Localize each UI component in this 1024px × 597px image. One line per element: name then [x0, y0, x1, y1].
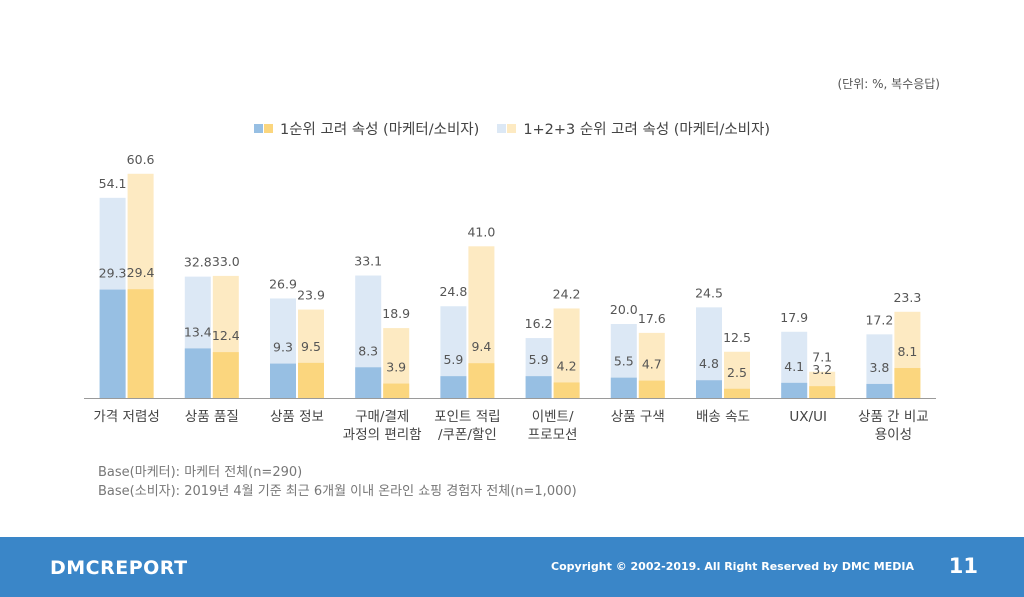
category-label: 상품 구색 — [611, 409, 665, 425]
legend-label-second: 1+2+3 순위 고려 속성 (마케터/소비자) — [523, 122, 771, 138]
data-label-marketer-total: 17.9 — [780, 310, 808, 325]
bar-chart: 54.160.6 29.3 29.4 가격 저렴성 32.8 33.0 13.4 12.4 상품… — [84, 152, 936, 443]
data-label-marketer-total: 20.0 — [610, 302, 638, 317]
bar-marketer-first — [781, 382, 808, 398]
bar-marketer-first — [270, 363, 296, 398]
bar-marketer-first — [99, 289, 126, 398]
legend-item-second: 1+2+3 순위 고려 속성 (마케터/소비자) — [497, 118, 770, 139]
legend-swatch-second — [497, 121, 517, 137]
legend: 1순위 고려 속성 (마케터/소비자) 1+2+3 순위 고려 속성 (마케터/… — [0, 118, 1024, 139]
data-label-marketer-first: 3.8 — [869, 360, 889, 375]
bar-marketer-first — [184, 348, 211, 398]
unit-note: (단위: %, 복수응답) — [837, 77, 941, 91]
data-label-consumer-total: 23.9 — [297, 288, 325, 303]
data-label-marketer-total: 33.1 — [354, 254, 382, 269]
category-label: 용이성 — [875, 427, 912, 443]
data-label-marketer-total: 16.2 — [525, 316, 553, 331]
data-label-consumer-total: 41.0 — [467, 224, 495, 239]
data-label-consumer-first: 9.5 — [301, 339, 321, 354]
category-label: 과정의 편리함 — [343, 427, 422, 443]
category-label: 가격 저렴성 — [93, 409, 159, 425]
bar-consumer-first — [383, 383, 410, 398]
bar-consumer-first — [553, 382, 580, 398]
category-label: 이벤트/ — [532, 409, 574, 425]
bar-consumer-first — [468, 363, 495, 398]
category-label: 상품 간 비교 — [858, 409, 929, 425]
data-label-marketer-total: 54.1 — [99, 176, 127, 191]
category-label: /쿠폰/할인 — [438, 427, 497, 443]
base-note-marketer: Base(마케터): 마케터 전체(n=290) — [98, 465, 303, 480]
bar-consumer-first — [298, 362, 324, 398]
data-label-marketer-first: 5.9 — [443, 352, 463, 367]
category-label: UX/UI — [789, 409, 827, 425]
data-label-marketer-first: 5.5 — [614, 354, 634, 369]
bar-consumer-first — [894, 368, 921, 398]
data-label-marketer-total: 26.9 — [269, 276, 297, 291]
bar-marketer-first — [696, 380, 722, 398]
legend-item-first: 1순위 고려 속성 (마케터/소비자) — [253, 118, 480, 139]
data-label-consumer-first: 4.2 — [557, 358, 577, 373]
category-label: 상품 정보 — [270, 409, 324, 425]
data-label-marketer-first: 4.1 — [784, 359, 804, 374]
data-label-consumer-total: 7.1 — [812, 350, 832, 365]
category-label: 구매/결제 — [355, 409, 409, 425]
bar-marketer-first — [440, 376, 467, 398]
bar-marketer-first — [355, 367, 382, 398]
data-label-marketer-first: 29.3 — [99, 266, 127, 281]
legend-label-first: 1순위 고려 속성 (마케터/소비자) — [279, 122, 480, 138]
category-label: 포인트 적립 — [434, 409, 500, 425]
data-label-marketer-total: 17.2 — [865, 312, 893, 327]
bar-marketer-first — [866, 383, 893, 398]
data-label-marketer-first: 8.3 — [358, 343, 378, 358]
data-label-marketer-total: 24.5 — [695, 285, 723, 300]
bar-consumer-first — [638, 380, 665, 398]
data-label-consumer-total: 17.6 — [638, 311, 666, 326]
data-label-consumer-first: 12.4 — [212, 328, 240, 343]
data-label-consumer-total: 23.3 — [893, 290, 921, 305]
data-label-marketer-first: 4.8 — [699, 356, 719, 371]
page-number: 11 — [948, 554, 978, 578]
bar-marketer-first — [525, 376, 552, 398]
data-label-consumer-first: 3.9 — [386, 360, 406, 375]
data-label-consumer-first: 3.2 — [812, 362, 832, 377]
footer-bar: DMCREPORT Copyright © 2002-2019. All Rig… — [0, 537, 1024, 597]
data-label-consumer-total: 12.5 — [723, 330, 751, 345]
data-label-marketer-total: 32.8 — [184, 255, 212, 270]
data-label-marketer-first: 5.9 — [529, 352, 549, 367]
data-label-marketer-total: 24.8 — [439, 284, 467, 299]
data-label-consumer-first: 4.7 — [642, 357, 662, 372]
legend-swatch-first — [253, 121, 274, 137]
data-label-consumer-first: 8.1 — [897, 344, 917, 359]
category-label: 프로모션 — [528, 427, 578, 443]
bar-consumer-first — [809, 386, 836, 398]
category-label: 상품 품질 — [185, 409, 239, 425]
bar-consumer-first — [127, 289, 154, 398]
data-label-consumer-total: 24.2 — [553, 286, 581, 301]
copyright-text: Copyright © 2002-2019. All Right Reserve… — [551, 560, 914, 573]
dmc-report-logo: DMCREPORT — [50, 557, 188, 579]
data-label-marketer-first: 13.4 — [184, 324, 212, 339]
data-label-consumer-first: 29.4 — [127, 265, 155, 280]
data-label-marketer-first: 9.3 — [273, 340, 293, 355]
data-label-consumer-total: 60.6 — [127, 152, 155, 167]
data-label-consumer-first: 2.5 — [727, 365, 747, 380]
category-label: 배송 속도 — [696, 409, 750, 425]
data-label-consumer-first: 9.4 — [471, 339, 491, 354]
bar-consumer-first — [212, 352, 239, 398]
base-note-consumer: Base(소비자): 2019년 4월 기준 최근 6개월 이내 온라인 쇼핑 … — [98, 484, 577, 499]
data-label-consumer-total: 18.9 — [382, 306, 410, 321]
bar-consumer-first — [724, 388, 750, 398]
bar-marketer-first — [610, 377, 637, 398]
data-label-consumer-total: 33.0 — [212, 254, 240, 269]
